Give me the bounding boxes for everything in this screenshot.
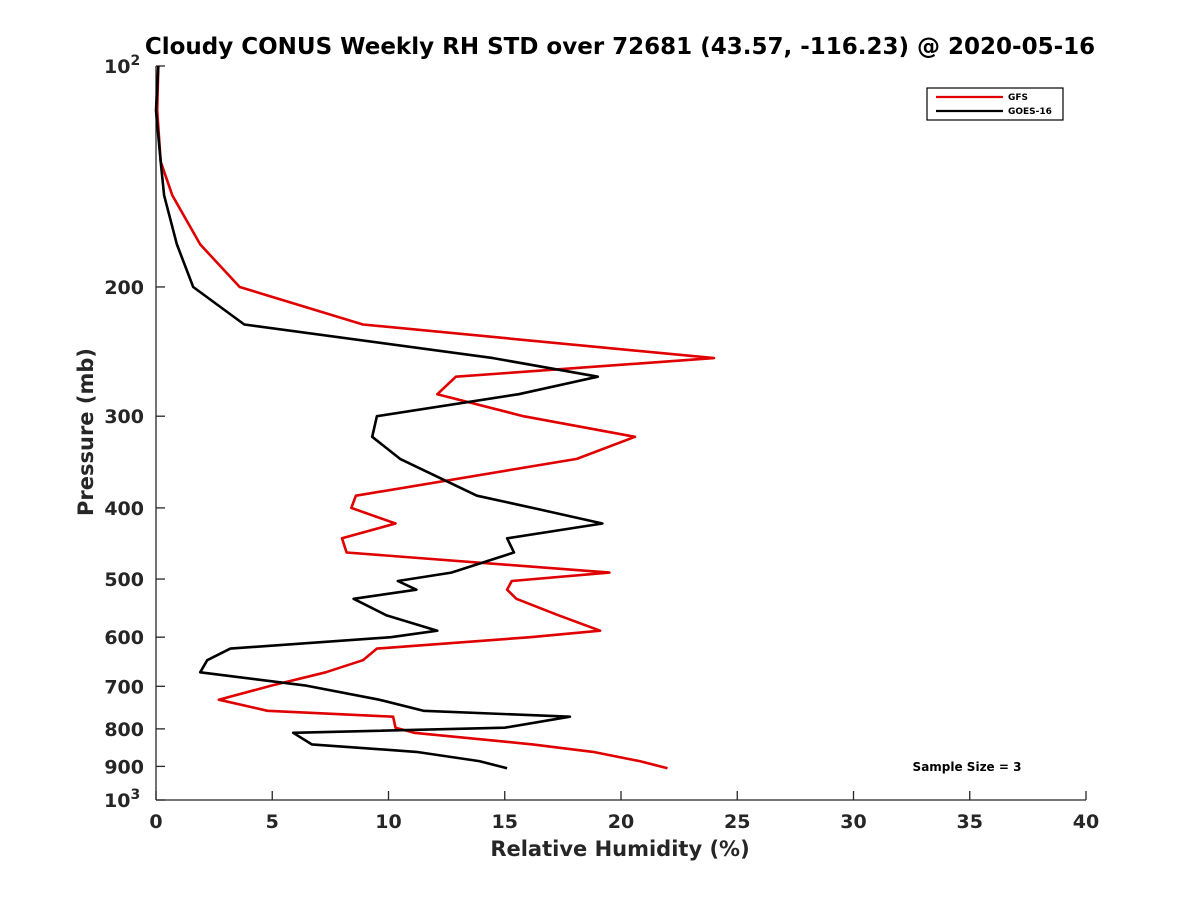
x-axis-label: Relative Humidity (%) — [490, 837, 749, 861]
y-tick-label: 102 — [104, 53, 140, 78]
series-line-gfs — [155, 65, 716, 770]
legend-box — [926, 87, 1064, 121]
y-axis-label: Pressure (mb) — [74, 348, 98, 516]
x-tick-label: 35 — [957, 811, 983, 833]
legend-label-goes16: GOES-16 — [1008, 107, 1052, 117]
x-tick-label: 40 — [1073, 811, 1099, 833]
y-tick-label: 700 — [104, 676, 144, 698]
x-tick-label: 15 — [492, 811, 518, 833]
plot-area: 0 5 10 15 20 25 30 35 40 102 200 300 400 500 600 700 80… — [104, 53, 1099, 833]
y-tick-label: 103 — [104, 787, 140, 812]
legend: GFS GOES-16 — [926, 87, 1064, 121]
y-tick-label: 200 — [104, 277, 144, 299]
y-tick-label: 500 — [104, 569, 144, 591]
y-axis-ticks: 102 200 300 400 500 600 700 800 900 103 — [104, 53, 165, 812]
y-tick-label: 300 — [104, 406, 144, 428]
y-tick-label: 400 — [104, 498, 144, 520]
y-tick-label: 800 — [104, 719, 144, 741]
x-tick-label: 10 — [375, 811, 401, 833]
y-tick-label: 600 — [104, 627, 144, 649]
legend-label-gfs: GFS — [1008, 93, 1028, 103]
x-tick-label: 5 — [266, 811, 279, 833]
x-tick-label: 25 — [724, 811, 750, 833]
chart-title: Cloudy CONUS Weekly RH STD over 72681 (4… — [145, 34, 1095, 60]
x-axis-ticks: 0 5 10 15 20 25 30 35 40 — [149, 791, 1099, 833]
series-lines — [154, 65, 716, 770]
x-tick-label: 30 — [840, 811, 866, 833]
sample-size-annotation: Sample Size = 3 — [913, 760, 1022, 774]
series-line-goes16 — [154, 65, 604, 770]
x-tick-label: 0 — [149, 811, 162, 833]
y-tick-label: 900 — [104, 756, 144, 778]
x-tick-label: 20 — [608, 811, 634, 833]
